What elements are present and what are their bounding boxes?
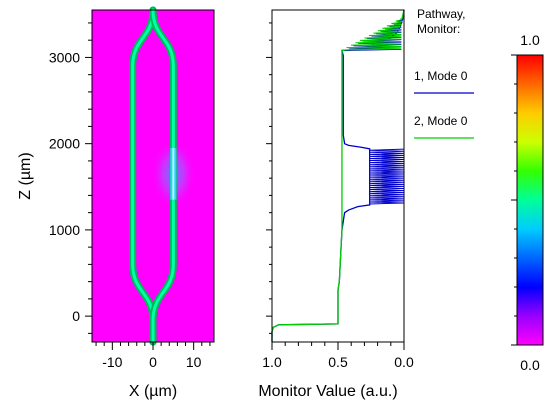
- y-tick-label: 3000: [49, 49, 80, 65]
- combiner-oscillation-series-2: [341, 18, 403, 51]
- heatmap-x-axis-title: X (µm): [129, 383, 177, 400]
- legend-item-label: 2, Mode 0: [414, 114, 468, 128]
- series-1-oscillation-path: [369, 148, 405, 205]
- heatmap-y-axis-title: Z (µm): [17, 152, 34, 199]
- legend-title-line: Pathway,: [417, 7, 465, 21]
- colorbar-min-label: 0.0: [520, 357, 540, 373]
- monitor-plot-panel: 1.0 0.5 0.0 Monitor Value (a.u.): [258, 9, 414, 400]
- monitor-x-tick-label: 1.0: [262, 354, 282, 370]
- monitor-x-tick-label: 0.5: [328, 354, 348, 370]
- x-tick-label: 0: [149, 354, 157, 370]
- x-tick-label: 10: [186, 354, 202, 370]
- monitor-x-axis-title: Monitor Value (a.u.): [258, 383, 397, 400]
- y-tick-label: 2000: [49, 136, 80, 152]
- colorbar: 1.0 0.0: [511, 32, 544, 373]
- legend-title: Pathway, Monitor:: [417, 7, 465, 36]
- legend-item-label: 1, Mode 0: [414, 69, 468, 83]
- monitor-legend: Pathway, Monitor: 1, Mode 0 2, Mode 0: [414, 7, 474, 139]
- x-tick-label: -10: [102, 354, 122, 370]
- field-heatmap-panel: [92, 6, 214, 346]
- y-tick-label: 0: [72, 308, 80, 324]
- series-1-oscillation: [369, 148, 405, 205]
- legend-title-line: Monitor:: [417, 22, 460, 36]
- monitor-x-tick-label: 0.0: [394, 354, 414, 370]
- combiner-oscillation: [341, 18, 404, 52]
- heatmap-axes: 0 1000 2000 3000 -10 0 10 X (µm) Z (µm): [17, 9, 215, 400]
- y-tick-label: 1000: [49, 222, 80, 238]
- waveguide-right-arm-core: [151, 8, 175, 344]
- colorbar-max-label: 1.0: [520, 32, 540, 48]
- waveguide-left-arm-core: [131, 8, 155, 344]
- colorbar-gradient: [516, 54, 544, 346]
